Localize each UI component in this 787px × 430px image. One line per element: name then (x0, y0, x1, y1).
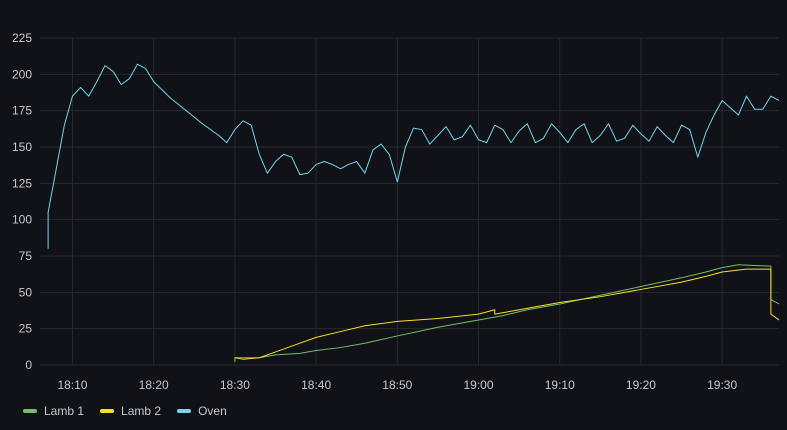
y-tick-label: 200 (12, 67, 32, 81)
series-lines (47, 63, 780, 363)
legend-item-lamb-1[interactable]: Lamb 1 (23, 404, 84, 418)
y-axis-ticks: 0 25 50 75 100 125 150 175 200 225 (12, 31, 32, 372)
y-tick-label: 150 (12, 140, 32, 154)
y-tick-label: 100 (12, 213, 32, 227)
x-tick-label: 18:10 (57, 378, 87, 392)
x-tick-label: 18:50 (382, 378, 412, 392)
y-tick-label: 225 (12, 31, 32, 45)
series-line-lamb-1 (234, 264, 780, 363)
legend-label: Lamb 1 (44, 404, 85, 418)
legend-label: Oven (198, 404, 227, 418)
y-tick-label: 0 (25, 358, 32, 372)
series-line-lamb-2 (234, 268, 780, 360)
x-tick-label: 18:30 (220, 378, 250, 392)
y-tick-label: 25 (19, 322, 33, 336)
x-tick-label: 19:30 (707, 378, 737, 392)
y-tick-label: 175 (12, 104, 32, 118)
legend-swatch (100, 409, 115, 413)
legend-swatch (23, 409, 37, 413)
legend-label: Lamb 2 (121, 404, 162, 418)
x-tick-label: 19:20 (626, 378, 656, 392)
x-tick-label: 19:10 (545, 378, 575, 392)
y-tick-label: 125 (12, 176, 32, 190)
legend-item-oven[interactable]: Oven (177, 404, 227, 418)
x-axis-ticks: 18:10 18:20 18:30 18:40 18:50 19:00 19:10 19:20… (57, 378, 737, 392)
legend-swatch (177, 409, 192, 413)
x-tick-label: 19:00 (464, 378, 494, 392)
x-tick-label: 18:20 (139, 378, 169, 392)
x-tick-label: 18:40 (301, 378, 331, 392)
y-tick-label: 75 (19, 249, 33, 263)
legend-item-lamb-2[interactable]: Lamb 2 (100, 404, 161, 418)
series-line-oven (47, 63, 780, 249)
grid-lines (40, 37, 779, 366)
y-tick-label: 50 (19, 285, 33, 299)
chart-legend: Lamb 1 Lamb 2 Oven (23, 404, 227, 418)
